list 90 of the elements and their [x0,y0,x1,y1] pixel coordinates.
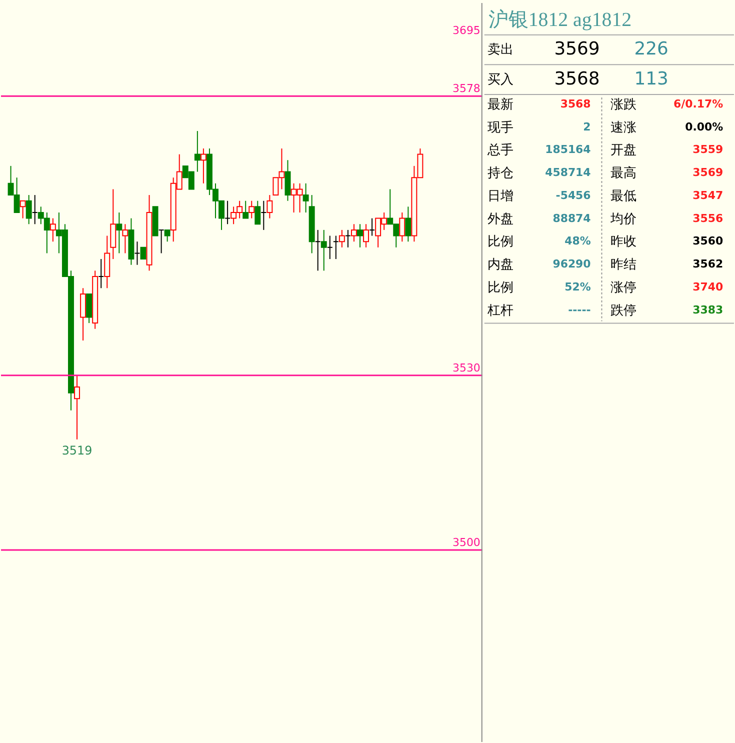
text: 88874 [552,212,592,225]
candlestick [242,200,249,219]
text: 2 [583,120,591,134]
candlestick [194,130,200,172]
candlestick [344,229,351,248]
candlestick [357,224,363,248]
candlestick [122,224,128,254]
text: 96290 [552,258,592,271]
text: 3695 [452,24,480,37]
text: 比例 [487,234,514,250]
text: 总手 [486,143,514,158]
text: 最新 [487,97,514,112]
text: 内盘 [487,258,514,273]
text: 外盘 [487,212,514,227]
text: 速涨 [610,120,637,136]
candlestick [284,160,291,202]
text: 均价 [610,212,637,227]
ref-line-label: 3578 [452,82,480,96]
candlestick [86,293,92,324]
text: 0.00% [685,120,724,134]
candlestick [266,194,273,219]
text: 3568 [554,68,600,90]
ref-line-label: 3530 [452,361,480,374]
candlestick [164,229,170,242]
text: 杠杆 [486,303,514,318]
candlestick [399,212,406,242]
candlestick [363,224,369,248]
text: 沪银1812 ag1812 [488,8,632,31]
text: 3569 [554,38,600,60]
text: 3568 [560,97,591,110]
text: 6/0.17% [674,97,724,110]
text: 持仓 [487,166,514,182]
candlestick [332,235,339,260]
candlestick [260,200,267,230]
text: ----- [568,303,591,316]
candlestick [98,258,104,289]
candlestick [158,229,164,254]
text: 3740 [692,280,724,294]
candlestick [326,235,333,260]
text: 3562 [692,258,724,271]
candlestick [116,212,122,254]
ref-line-label: 3500 [452,536,480,549]
candlestick [314,229,321,272]
text: 185164 [545,143,592,156]
text: 涨跌 [610,97,637,112]
text: 226 [634,38,668,60]
candlestick [80,288,86,341]
candlestick [140,246,146,260]
candlestick [224,200,231,225]
text: 比例 [487,280,514,296]
candlestick [369,218,376,236]
text: 卖出 [487,42,514,58]
candlestick [20,200,26,219]
candlestick [104,235,110,289]
text: 昨收 [610,234,637,250]
text: 开盘 [610,143,637,158]
text: 3383 [692,303,724,316]
candlestick [320,229,327,272]
candlestick [26,194,32,225]
text: 3547 [692,188,724,202]
text: 52% [564,280,591,294]
text: 最高 [610,165,637,182]
text: 458714 [545,166,592,180]
candlestick [50,218,56,242]
candlestick [405,206,412,242]
text: 日增 [487,188,514,204]
text: -5456 [556,188,592,202]
candlestick [200,148,206,184]
candlestick [74,374,80,440]
annotation: 3519 [62,443,92,458]
text: 跌停 [610,303,637,318]
candlestick [110,188,116,260]
text: 3559 [692,143,724,156]
candlestick [338,229,345,248]
candlestick [32,194,38,225]
text: 涨停 [610,280,637,296]
text: 3560 [692,234,724,248]
text: 现手 [487,120,514,136]
text: 113 [634,68,668,90]
candlestick [248,200,255,219]
text: 最低 [610,188,637,204]
text: 昨结 [610,258,637,273]
candlestick [302,182,309,213]
candlestick [254,200,261,225]
text: 3556 [692,212,724,225]
text: 48% [564,234,591,248]
candlestick [350,224,357,242]
text: 买入 [487,72,514,88]
text: 3569 [692,166,724,180]
candlestick [134,241,140,266]
